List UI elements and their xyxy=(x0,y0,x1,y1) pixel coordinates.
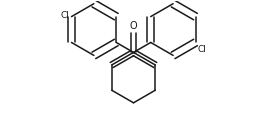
Text: Cl: Cl xyxy=(61,11,69,21)
Text: Cl: Cl xyxy=(198,45,206,54)
Text: O: O xyxy=(130,21,137,31)
